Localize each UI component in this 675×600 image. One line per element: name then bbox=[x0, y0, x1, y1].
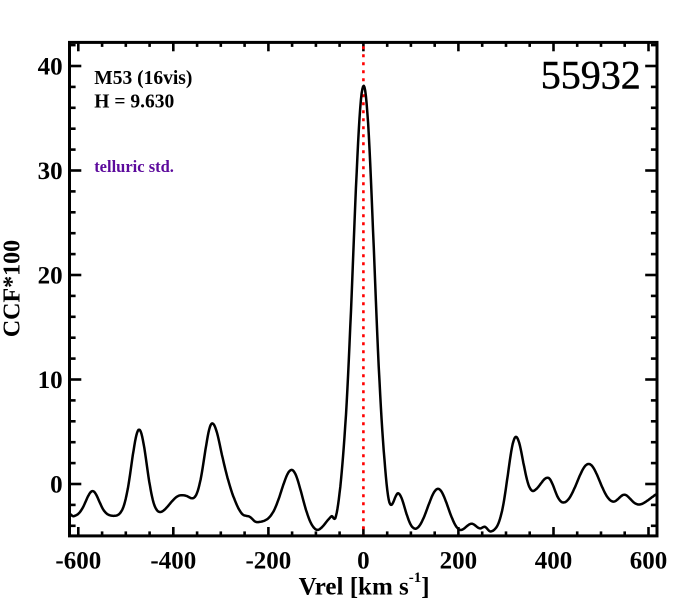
svg-text:40: 40 bbox=[38, 54, 63, 81]
svg-text:20: 20 bbox=[38, 263, 63, 290]
svg-text:30: 30 bbox=[38, 158, 63, 185]
svg-text:telluric std.: telluric std. bbox=[94, 157, 174, 176]
svg-text:-200: -200 bbox=[245, 547, 291, 574]
svg-text:600: 600 bbox=[630, 547, 668, 574]
svg-text:Vrel [km s-1]: Vrel [km s-1] bbox=[299, 570, 430, 600]
svg-text:-400: -400 bbox=[150, 547, 196, 574]
svg-text:H = 9.630: H = 9.630 bbox=[94, 92, 174, 113]
svg-text:-600: -600 bbox=[55, 547, 101, 574]
svg-text:10: 10 bbox=[38, 367, 63, 394]
svg-text:200: 200 bbox=[440, 547, 478, 574]
svg-text:400: 400 bbox=[535, 547, 573, 574]
svg-text:M53 (16vis): M53 (16vis) bbox=[94, 68, 192, 89]
svg-text:55932: 55932 bbox=[541, 53, 641, 98]
svg-text:0: 0 bbox=[357, 547, 370, 574]
svg-text:CCF*100: CCF*100 bbox=[0, 240, 25, 337]
svg-text:0: 0 bbox=[50, 472, 63, 499]
